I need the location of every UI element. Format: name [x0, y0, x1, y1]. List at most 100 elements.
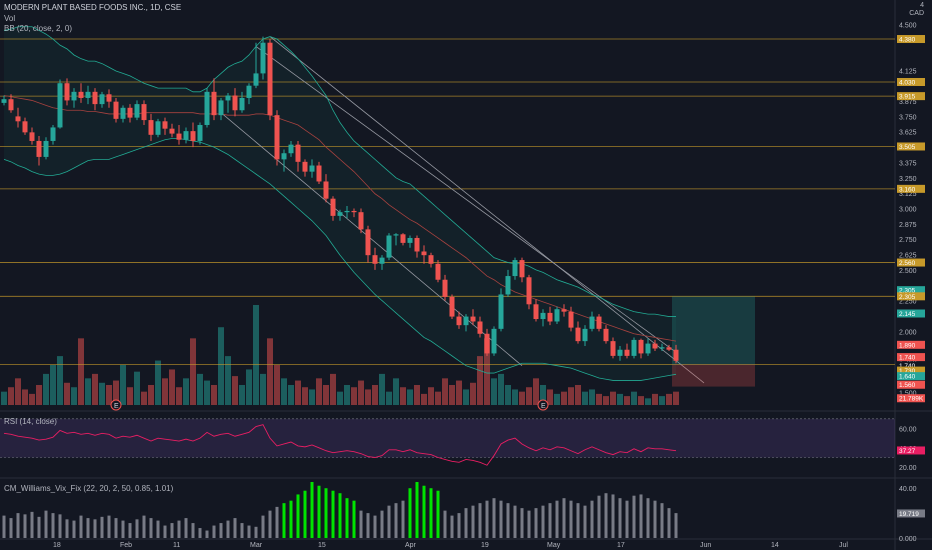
vix-fix-bar	[492, 498, 496, 538]
vix-fix-bar	[352, 500, 356, 538]
volume-bar	[554, 393, 560, 405]
price-tag-label: 1.890	[899, 342, 916, 349]
rsi-tick: 60.00	[899, 427, 917, 434]
vix-fix-bar	[198, 528, 202, 538]
vix-fix-bar	[317, 485, 321, 538]
volume-bar	[561, 391, 567, 405]
price-tag	[897, 340, 925, 349]
stop-zone	[672, 364, 755, 387]
candle	[652, 343, 658, 349]
rsi-value: 37.27	[899, 448, 916, 455]
vix-fix-bar	[471, 505, 475, 538]
volume-bar	[547, 389, 553, 405]
candle	[540, 312, 546, 320]
vix-fix-bar	[65, 519, 69, 538]
time-tick: 15	[318, 542, 326, 549]
volume-bar	[232, 376, 238, 405]
vix-fix-bar	[632, 495, 636, 538]
candle	[344, 210, 350, 213]
candle	[519, 260, 525, 278]
vix-fix-bar	[401, 500, 405, 538]
volume-bar	[421, 393, 427, 405]
volume-bar	[197, 373, 203, 405]
candle	[113, 101, 119, 119]
candle	[169, 128, 175, 134]
vix-fix-bar	[72, 520, 76, 538]
price-tag-label: 1.740	[899, 355, 916, 362]
volume-bar	[274, 365, 280, 405]
candle	[631, 339, 637, 356]
candle	[561, 309, 567, 312]
candle	[533, 304, 539, 320]
volume-bar	[246, 369, 252, 405]
volume-bar	[589, 389, 595, 405]
candle	[253, 73, 259, 86]
symbol-title: MODERN PLANT BASED FOODS INC., 1D, CSE	[4, 3, 182, 12]
candle	[477, 321, 483, 334]
price-tick: 2.250	[899, 299, 917, 306]
candle	[393, 234, 399, 236]
volume-bar	[169, 369, 175, 405]
rsi-line	[3, 424, 677, 466]
candle	[15, 116, 21, 122]
price-tag-label: 1.730	[899, 368, 916, 375]
volume-bar	[204, 380, 210, 405]
vix-fix-bar	[212, 525, 216, 538]
candle	[43, 140, 49, 157]
volume-bar	[239, 385, 245, 405]
volume-bar	[211, 385, 217, 405]
earnings-marker-label: E	[114, 403, 119, 410]
volume-bar	[162, 378, 168, 405]
vix-tick: 40.00	[899, 486, 917, 493]
price-tag-label: 2.305	[899, 288, 916, 295]
vix-fix-bar	[240, 523, 244, 538]
candle	[211, 91, 217, 116]
vix-fix-bar	[436, 490, 440, 538]
price-tag	[897, 372, 925, 381]
volume-bar	[631, 391, 637, 405]
volume-bar	[449, 385, 455, 405]
vix-fix-bar	[86, 518, 90, 538]
candle	[309, 165, 315, 172]
candle	[666, 347, 672, 350]
volume-bar	[267, 338, 273, 405]
candle	[1, 99, 7, 103]
vix-fix-bar	[226, 520, 230, 538]
vix-fix-bar	[660, 503, 664, 538]
vix-fix-bar	[310, 482, 314, 538]
candle	[645, 343, 651, 354]
candle	[295, 144, 301, 162]
candle	[162, 121, 168, 129]
vix-fix-bar	[653, 500, 657, 538]
vix-fix-bar	[44, 510, 48, 538]
bollinger-bands-label: BB (20, close, 2, 0)	[4, 24, 73, 33]
volume-bar	[57, 356, 63, 405]
candle	[274, 115, 280, 160]
price-tag-label: 1.640	[899, 374, 916, 381]
vix-fix-bar	[527, 510, 531, 538]
candle	[351, 210, 357, 213]
volume-bar	[295, 380, 301, 405]
vix-fix-bar	[58, 514, 62, 538]
bollinger-upper	[3, 26, 676, 317]
candle	[22, 121, 28, 133]
vix-fix-bar	[282, 503, 286, 538]
time-tick: 19	[481, 542, 489, 549]
candle	[484, 333, 490, 354]
time-tick: 11	[173, 542, 180, 549]
vix-fix-bar	[506, 503, 510, 538]
volume-bar	[575, 385, 581, 405]
volume-bar	[225, 356, 231, 405]
volume-bar	[302, 387, 308, 405]
vix-fix-bar	[366, 513, 370, 538]
candle	[547, 312, 553, 322]
candle	[78, 91, 84, 98]
vix-fix-bar	[597, 495, 601, 538]
candle	[617, 349, 623, 356]
vix-fix-bar	[590, 500, 594, 538]
volume-bar	[64, 382, 70, 405]
volume-bar	[540, 385, 546, 405]
currency-code: CAD	[909, 10, 924, 17]
price-tag	[897, 309, 925, 318]
